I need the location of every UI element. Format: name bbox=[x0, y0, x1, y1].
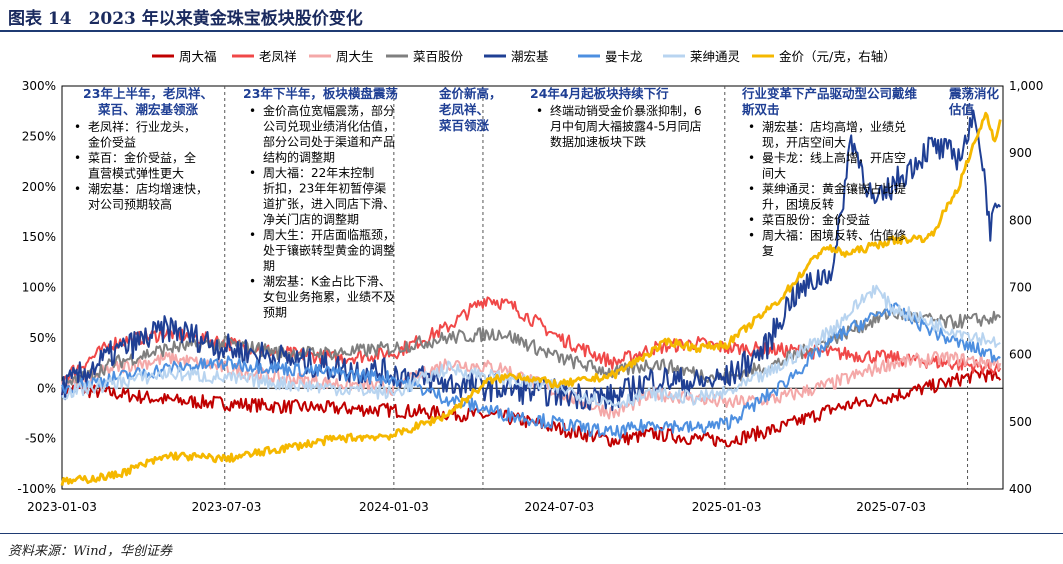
legend-entry: 老凤祥 bbox=[259, 49, 297, 64]
x-tick-label: 2024-07-03 bbox=[524, 500, 594, 514]
annotation-heading: 行业变革下产品驱动型公司戴维 bbox=[741, 86, 918, 101]
annotation-bullet-text: 净关门店的调整期 bbox=[263, 212, 359, 227]
annotation-bullet-text: 公司兑现业绩消化估值， bbox=[263, 119, 395, 134]
figure-title: 图表 14 2023 年以来黄金珠宝板块股价变化 bbox=[8, 9, 363, 29]
legend-entry: 曼卡龙 bbox=[605, 49, 643, 64]
annotation-bullet-text: 处于镶嵌转型黄金的调整 bbox=[263, 243, 395, 258]
annotation-bullet-mark: • bbox=[249, 166, 256, 180]
y-right-tick-label: 1,000 bbox=[1009, 79, 1043, 93]
plot-frame bbox=[61, 85, 1004, 490]
annotation-bullet-mark: • bbox=[748, 151, 755, 165]
y-right-tick-label: 600 bbox=[1009, 348, 1032, 362]
legend-entry: 周大生 bbox=[336, 49, 374, 64]
annotation-bullet-text: 金价高位宽幅震荡，部分 bbox=[263, 103, 395, 118]
y-left-tick-label: 100% bbox=[22, 281, 56, 295]
annotation-bullet-text: 数据加速板块下跌 bbox=[550, 134, 646, 149]
annotation-bullet-text: 潮宏基：店均增速快， bbox=[88, 181, 208, 196]
y-left-tick-label: -100% bbox=[17, 482, 56, 496]
annotation-bullet-mark: • bbox=[748, 229, 755, 243]
annotation-bullet-text: 结构的调整期 bbox=[263, 150, 335, 165]
annotation-bullet-mark: • bbox=[249, 104, 256, 118]
annotation-bullet-mark: • bbox=[74, 120, 81, 134]
annotation-bullet-text: 复 bbox=[762, 244, 774, 258]
chart: -100% -50% 0% 50% 100% 150% 200% 250% 300% 400 500… bbox=[17, 49, 1043, 514]
annotation-heading: 斯双击 bbox=[742, 102, 780, 117]
annotation-heading: 23年上半年，老凤祥、 bbox=[83, 86, 213, 101]
source-rule bbox=[0, 533, 1063, 534]
annotation-bullet-mark: • bbox=[249, 228, 256, 242]
annotation-bullet-text: 老凤祥：行业龙头， bbox=[88, 120, 196, 134]
series-line-b8d4f0 bbox=[61, 284, 1001, 409]
annotation-heading: 23年下半年，板块横盘震荡 bbox=[243, 86, 398, 101]
annotation-bullet-text: 月中旬周大福披露4-5月同店 bbox=[550, 119, 702, 134]
x-tick-label: 2024-01-03 bbox=[359, 500, 429, 514]
annotation-bullet-text: 潮宏基：店均高增，业绩兑 bbox=[762, 119, 906, 134]
annotation-heading: 震荡消化 bbox=[948, 86, 1000, 101]
annotation-bullet-text: 金价受益 bbox=[88, 135, 136, 150]
annotation-heading: 24年4月起板块持续下行 bbox=[530, 86, 669, 101]
y-left-tick-label: -50% bbox=[25, 432, 56, 446]
y-left-tick-label: 250% bbox=[22, 129, 56, 143]
annotation-bullet-mark: • bbox=[74, 151, 81, 165]
annotation-bullet-text: 间大 bbox=[762, 167, 786, 181]
legend-entry: 周大福 bbox=[179, 49, 217, 64]
y-right-tick-label: 700 bbox=[1009, 281, 1032, 295]
annotation-bullet-text: 预期 bbox=[263, 306, 287, 320]
annotation-bullet-text: 直营模式弹性更大 bbox=[88, 167, 184, 181]
annotation-bullet-text: 部分公司处于渠道和产品 bbox=[263, 134, 395, 149]
annotation-heading: 菜百领涨 bbox=[438, 118, 490, 133]
annotation-bullet-text: 折扣，23年年初暂停渠 bbox=[263, 181, 386, 196]
annotation-bullet-mark: • bbox=[748, 120, 755, 134]
y-left-tick-label: 150% bbox=[22, 230, 56, 244]
y-right-tick-label: 800 bbox=[1009, 213, 1032, 227]
y-left-tick-label: 0% bbox=[37, 381, 56, 395]
y-right-tick-label: 400 bbox=[1009, 482, 1032, 496]
y-right-tick-label: 500 bbox=[1009, 415, 1032, 429]
annotation-bullet-mark: • bbox=[74, 182, 81, 196]
annotation-heading: 菜百、潮宏基领涨 bbox=[97, 102, 199, 117]
annotation-bullet-text: 曼卡龙：线上高增，开店空 bbox=[762, 150, 906, 165]
x-tick-label: 2023-01-03 bbox=[27, 500, 97, 514]
annotation-bullet-text: 道扩张，进入同店下滑、 bbox=[263, 197, 395, 211]
series-line-f4a8a8 bbox=[61, 351, 1002, 420]
annotation-bullet-text: 菜百股份：金价受益 bbox=[762, 212, 870, 227]
annotation-bullet-text: 终端动销受金价暴涨抑制，6 bbox=[550, 103, 702, 118]
source-note: 资料来源：Wind，华创证券 bbox=[8, 544, 172, 559]
annotation-bullet-text: 菜百：金价受益，全 bbox=[88, 150, 196, 165]
annotation-bullet-text: 对公司预期较高 bbox=[88, 197, 172, 212]
annotation-bullet-text: 周大福：22年末控制 bbox=[263, 165, 374, 180]
x-tick-label: 2023-07-03 bbox=[192, 500, 262, 514]
x-tick-label: 2025-07-03 bbox=[856, 500, 926, 514]
annotation-heading: 老凤祥、 bbox=[438, 102, 489, 117]
series-line-4d8fe0 bbox=[61, 302, 1001, 440]
annotation-bullet-text: 升，困境反转 bbox=[762, 197, 834, 212]
legend-entry: 莱绅通灵 bbox=[690, 49, 741, 64]
annotation-heading: 金价新高， bbox=[438, 86, 502, 101]
title-rule bbox=[0, 30, 1063, 32]
y-left-tick-label: 200% bbox=[22, 180, 56, 194]
y-left-tick-label: 50% bbox=[29, 331, 56, 345]
annotation-bullet-text: 现，开店空间大 bbox=[762, 136, 846, 150]
series-line-f5b800 bbox=[60, 111, 1002, 486]
annotation-bullet-mark: • bbox=[536, 104, 543, 118]
annotation-bullet-text: 潮宏基：K金占比下滑、 bbox=[263, 274, 391, 289]
y-right-tick-label: 900 bbox=[1009, 146, 1032, 160]
annotation-bullet-text: 女包业务拖累，业绩不及 bbox=[263, 289, 395, 304]
annotation-bullet-mark: • bbox=[748, 182, 755, 196]
annotation-bullet-text: 周大生：开店面临瓶颈， bbox=[263, 228, 395, 242]
legend-entry: 金价（元/克，右轴） bbox=[779, 49, 896, 64]
series-line-1f3f94 bbox=[61, 109, 1002, 411]
legend-entry: 潮宏基 bbox=[511, 49, 549, 64]
legend-entry: 菜百股份 bbox=[413, 49, 464, 64]
annotation-bullet-text: 莱绅通灵：黄金镶嵌占比提 bbox=[762, 181, 906, 196]
y-left-tick-label: 300% bbox=[22, 79, 56, 93]
x-tick-label: 2025-01-03 bbox=[692, 500, 762, 514]
annotation-bullet-text: 期 bbox=[263, 259, 275, 273]
annotation-bullet-text: 周大福：困境反转、估值修 bbox=[762, 228, 906, 243]
annotation-bullet-mark: • bbox=[249, 275, 256, 289]
annotation-bullet-mark: • bbox=[748, 213, 755, 227]
annotation-heading: 估值 bbox=[948, 102, 975, 117]
